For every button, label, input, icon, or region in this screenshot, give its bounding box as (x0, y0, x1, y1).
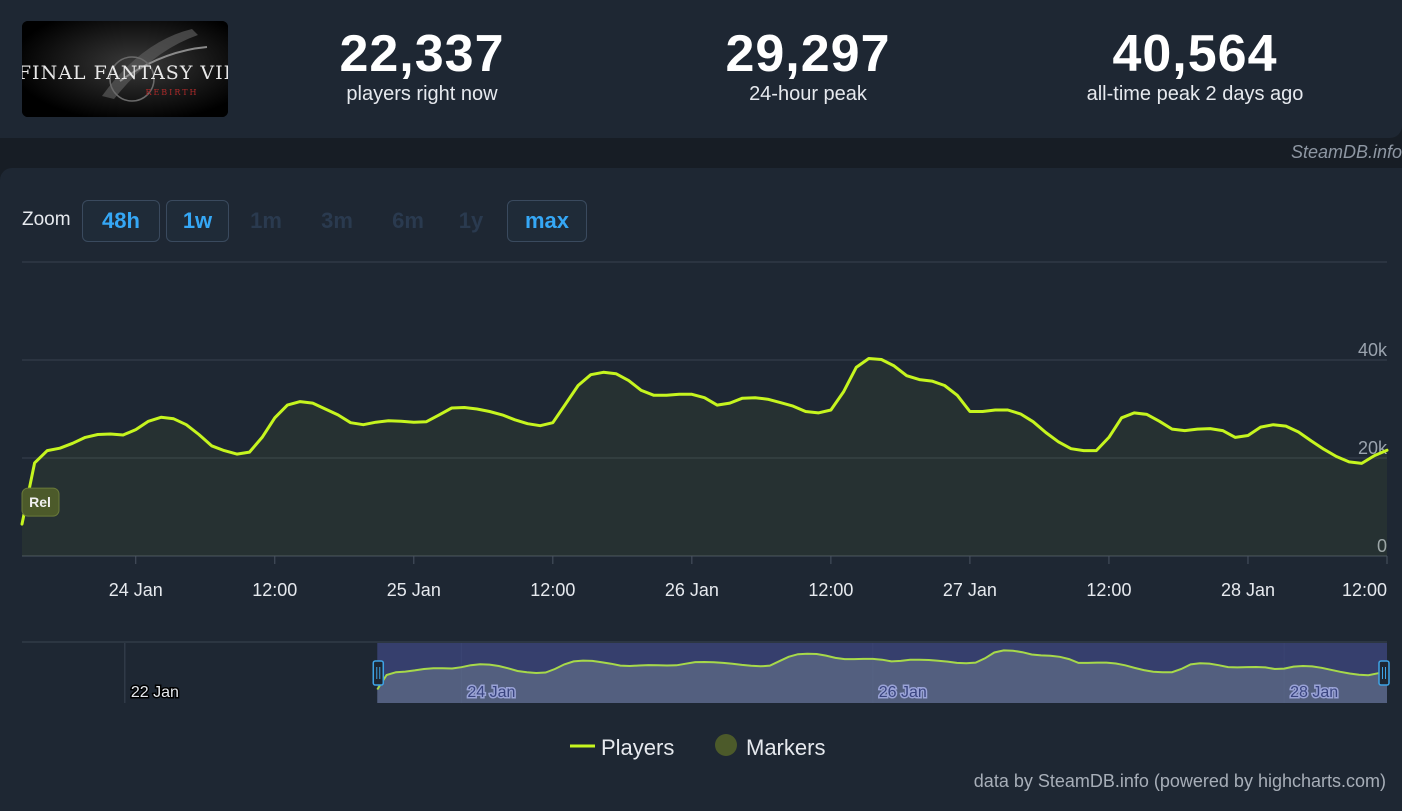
navigator-tick-label: 24 Jan (467, 684, 515, 701)
chart-panel (0, 168, 1402, 811)
all-time-peak-label: all-time peak 2 days ago (1086, 83, 1304, 105)
legend-markers-swatch (715, 734, 737, 756)
peak-24h-label: 24-hour peak (749, 83, 867, 105)
navigator-area (377, 650, 1387, 703)
zoom-1y-button[interactable]: 1y (458, 208, 484, 233)
release-marker-label: Rel (29, 494, 51, 510)
release-marker-flag[interactable] (21, 487, 60, 517)
all-time-peak-value: 40,564 (1112, 25, 1278, 83)
zoom-1m-button[interactable]: 1m (250, 208, 282, 233)
game-logo-art: FINAL FANTASY VII REBIRTH (22, 21, 228, 117)
x-tick-label: 12:00 (1342, 580, 1387, 600)
x-axis-ticks: 24 Jan 12:00 25 Jan 12:00 26 Jan 12:00 27 Jan 1… (109, 556, 1388, 600)
logo-subtitle: REBIRTH (145, 88, 198, 97)
handle-grip (372, 660, 385, 686)
legend: Players Markers (570, 734, 825, 760)
navigator-line (376, 649, 1388, 691)
navigator-handle-left[interactable] (372, 660, 385, 686)
navigator-tick-label: 22 Jan (131, 684, 179, 701)
x-tick-label: 26 Jan (665, 580, 719, 600)
y-tick-label: 0 (1377, 536, 1387, 556)
x-tick-label: 24 Jan (109, 580, 163, 600)
chart-credit: data by SteamDB.info (powered by highcha… (973, 771, 1386, 791)
legend-markers-label: Markers (746, 735, 825, 760)
release-marker[interactable]: Rel (21, 487, 60, 517)
stat-24h-peak: 29,297 24-hour peak (692, 26, 924, 106)
stats-header: FINAL FANTASY VII REBIRTH 22,337 players… (0, 0, 1402, 138)
x-tick-label: 28 Jan (1221, 580, 1275, 600)
navigator-tick-label: 26 Jan (879, 684, 927, 701)
peak-24h-value: 29,297 (725, 25, 891, 83)
logo-title: FINAL FANTASY VII (22, 62, 228, 84)
players-line (20, 357, 1389, 526)
navigator-ticks: 22 Jan 24 Jan 26 Jan 28 Jan (129, 683, 1339, 703)
zoom-6m-button[interactable]: 6m (392, 208, 424, 233)
x-tick-label: 25 Jan (387, 580, 441, 600)
game-logo: FINAL FANTASY VII REBIRTH (22, 21, 228, 117)
legend-players-label: Players (601, 735, 674, 760)
x-tick-label: 27 Jan (943, 580, 997, 600)
stat-current-players: 22,337 players right now (306, 26, 538, 106)
current-players-value: 22,337 (339, 25, 505, 83)
navigator-handle-right[interactable] (1378, 660, 1390, 686)
legend-item-markers[interactable]: Markers (715, 734, 825, 760)
zoom-3m-button[interactable]: 3m (321, 208, 353, 233)
current-players-label: players right now (346, 83, 498, 105)
handle-grip (1378, 660, 1390, 686)
x-tick-label: 12:00 (252, 580, 297, 600)
zoom-1w-button[interactable]: 1w (166, 200, 229, 242)
x-tick-label: 12:00 (530, 580, 575, 600)
legend-item-players[interactable]: Players (570, 735, 674, 760)
steamdb-attribution: SteamDB.info (1290, 142, 1402, 162)
zoom-max-button[interactable]: max (507, 200, 587, 242)
x-tick-label: 12:00 (1086, 580, 1131, 600)
navigator-tick-label: 28 Jan (1290, 684, 1338, 701)
x-tick-label: 12:00 (808, 580, 853, 600)
y-tick-label: 40k (1358, 340, 1388, 360)
players-area (22, 358, 1387, 556)
chart-gridlines (22, 261, 1387, 557)
zoom-48h-button[interactable]: 48h (82, 200, 160, 242)
zoom-label: Zoom (22, 209, 71, 230)
stat-all-time-peak: 40,564 all-time peak 2 days ago (1050, 26, 1340, 106)
